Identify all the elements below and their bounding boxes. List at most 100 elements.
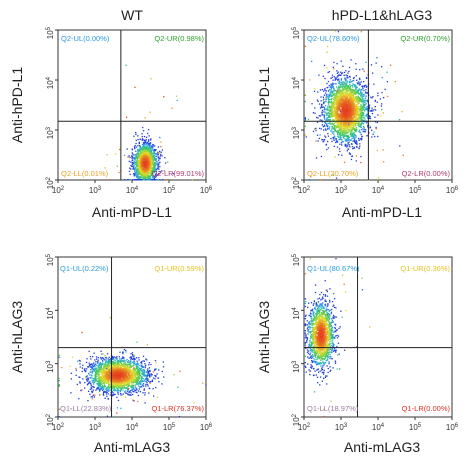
event-point (338, 138, 340, 141)
event-point (131, 156, 133, 158)
event-point (137, 177, 139, 180)
event-point (326, 113, 328, 115)
event-point (348, 124, 350, 127)
event-point (98, 366, 101, 368)
y-tick-label: 104 (46, 307, 55, 320)
event-point (143, 150, 145, 152)
event-point (357, 137, 360, 140)
event-point (340, 91, 342, 93)
event-point (345, 84, 347, 87)
event-point (355, 128, 357, 131)
event-point (326, 109, 328, 111)
event-point (143, 164, 145, 166)
event-point (347, 101, 349, 103)
event-point (339, 124, 341, 126)
event-point (335, 116, 338, 118)
event-point (348, 70, 350, 72)
event-point (353, 115, 355, 117)
event-point (337, 135, 339, 138)
event-point (374, 100, 376, 102)
event-point (352, 140, 354, 142)
event-point (346, 121, 349, 123)
event-point (341, 102, 344, 104)
event-point (359, 105, 361, 108)
event-point (321, 124, 323, 126)
event-point (366, 122, 368, 124)
event-point (351, 107, 353, 109)
event-point (341, 87, 344, 89)
event-point (326, 128, 329, 130)
event-point (354, 127, 356, 130)
event-point (361, 95, 363, 97)
event-point (335, 31, 337, 33)
event-point (150, 151, 153, 154)
event-point (351, 94, 353, 96)
event-point (135, 131, 137, 134)
event-point (329, 116, 331, 118)
event-point (336, 98, 338, 100)
event-point (357, 122, 359, 124)
event-point (136, 163, 138, 165)
event-point (324, 108, 326, 111)
event-point (342, 96, 344, 98)
event-point (332, 79, 334, 81)
event-point (141, 143, 144, 146)
event-point (364, 110, 366, 112)
event-point (335, 141, 337, 144)
event-point (348, 127, 351, 129)
event-point (145, 178, 147, 180)
event-point (142, 175, 145, 178)
event-point (349, 121, 351, 123)
event-point (143, 147, 145, 150)
event-point (350, 102, 352, 104)
event-point (151, 170, 153, 173)
event-point (115, 389, 117, 392)
event-point (343, 123, 345, 125)
event-point (163, 169, 165, 172)
event-point (143, 146, 145, 149)
event-point (342, 130, 345, 132)
event-point (341, 134, 344, 136)
event-point (334, 126, 336, 128)
event-point (335, 97, 337, 99)
event-point (347, 122, 350, 124)
event-point (334, 112, 337, 115)
event-point (132, 399, 134, 401)
event-point (382, 112, 384, 114)
event-point (131, 155, 133, 157)
event-point (324, 135, 326, 137)
event-point (339, 136, 342, 139)
event-point (370, 110, 373, 112)
event-point (141, 176, 143, 179)
event-point (357, 106, 359, 108)
event-point (127, 380, 129, 382)
event-point (353, 128, 355, 131)
x-tick-label: 103 (335, 186, 348, 195)
event-point (134, 167, 136, 170)
event-point (131, 373, 133, 375)
event-point (346, 76, 348, 78)
event-point (348, 102, 350, 104)
event-point (323, 98, 325, 100)
event-point (349, 106, 352, 109)
event-point (352, 83, 354, 85)
event-point (154, 166, 156, 168)
event-point (353, 105, 355, 108)
event-point (366, 107, 369, 110)
event-point (323, 124, 326, 126)
event-point (141, 138, 144, 140)
event-point (355, 108, 357, 110)
event-point (150, 375, 152, 377)
event-point (335, 102, 338, 104)
event-point (348, 86, 350, 88)
event-point (136, 172, 138, 174)
event-point (346, 84, 348, 86)
event-point (325, 92, 327, 94)
event-point (371, 107, 373, 109)
event-point (139, 172, 142, 174)
event-point (146, 148, 148, 150)
event-point (328, 84, 330, 87)
event-point (374, 105, 376, 108)
event-point (327, 119, 329, 121)
event-point (146, 150, 148, 152)
